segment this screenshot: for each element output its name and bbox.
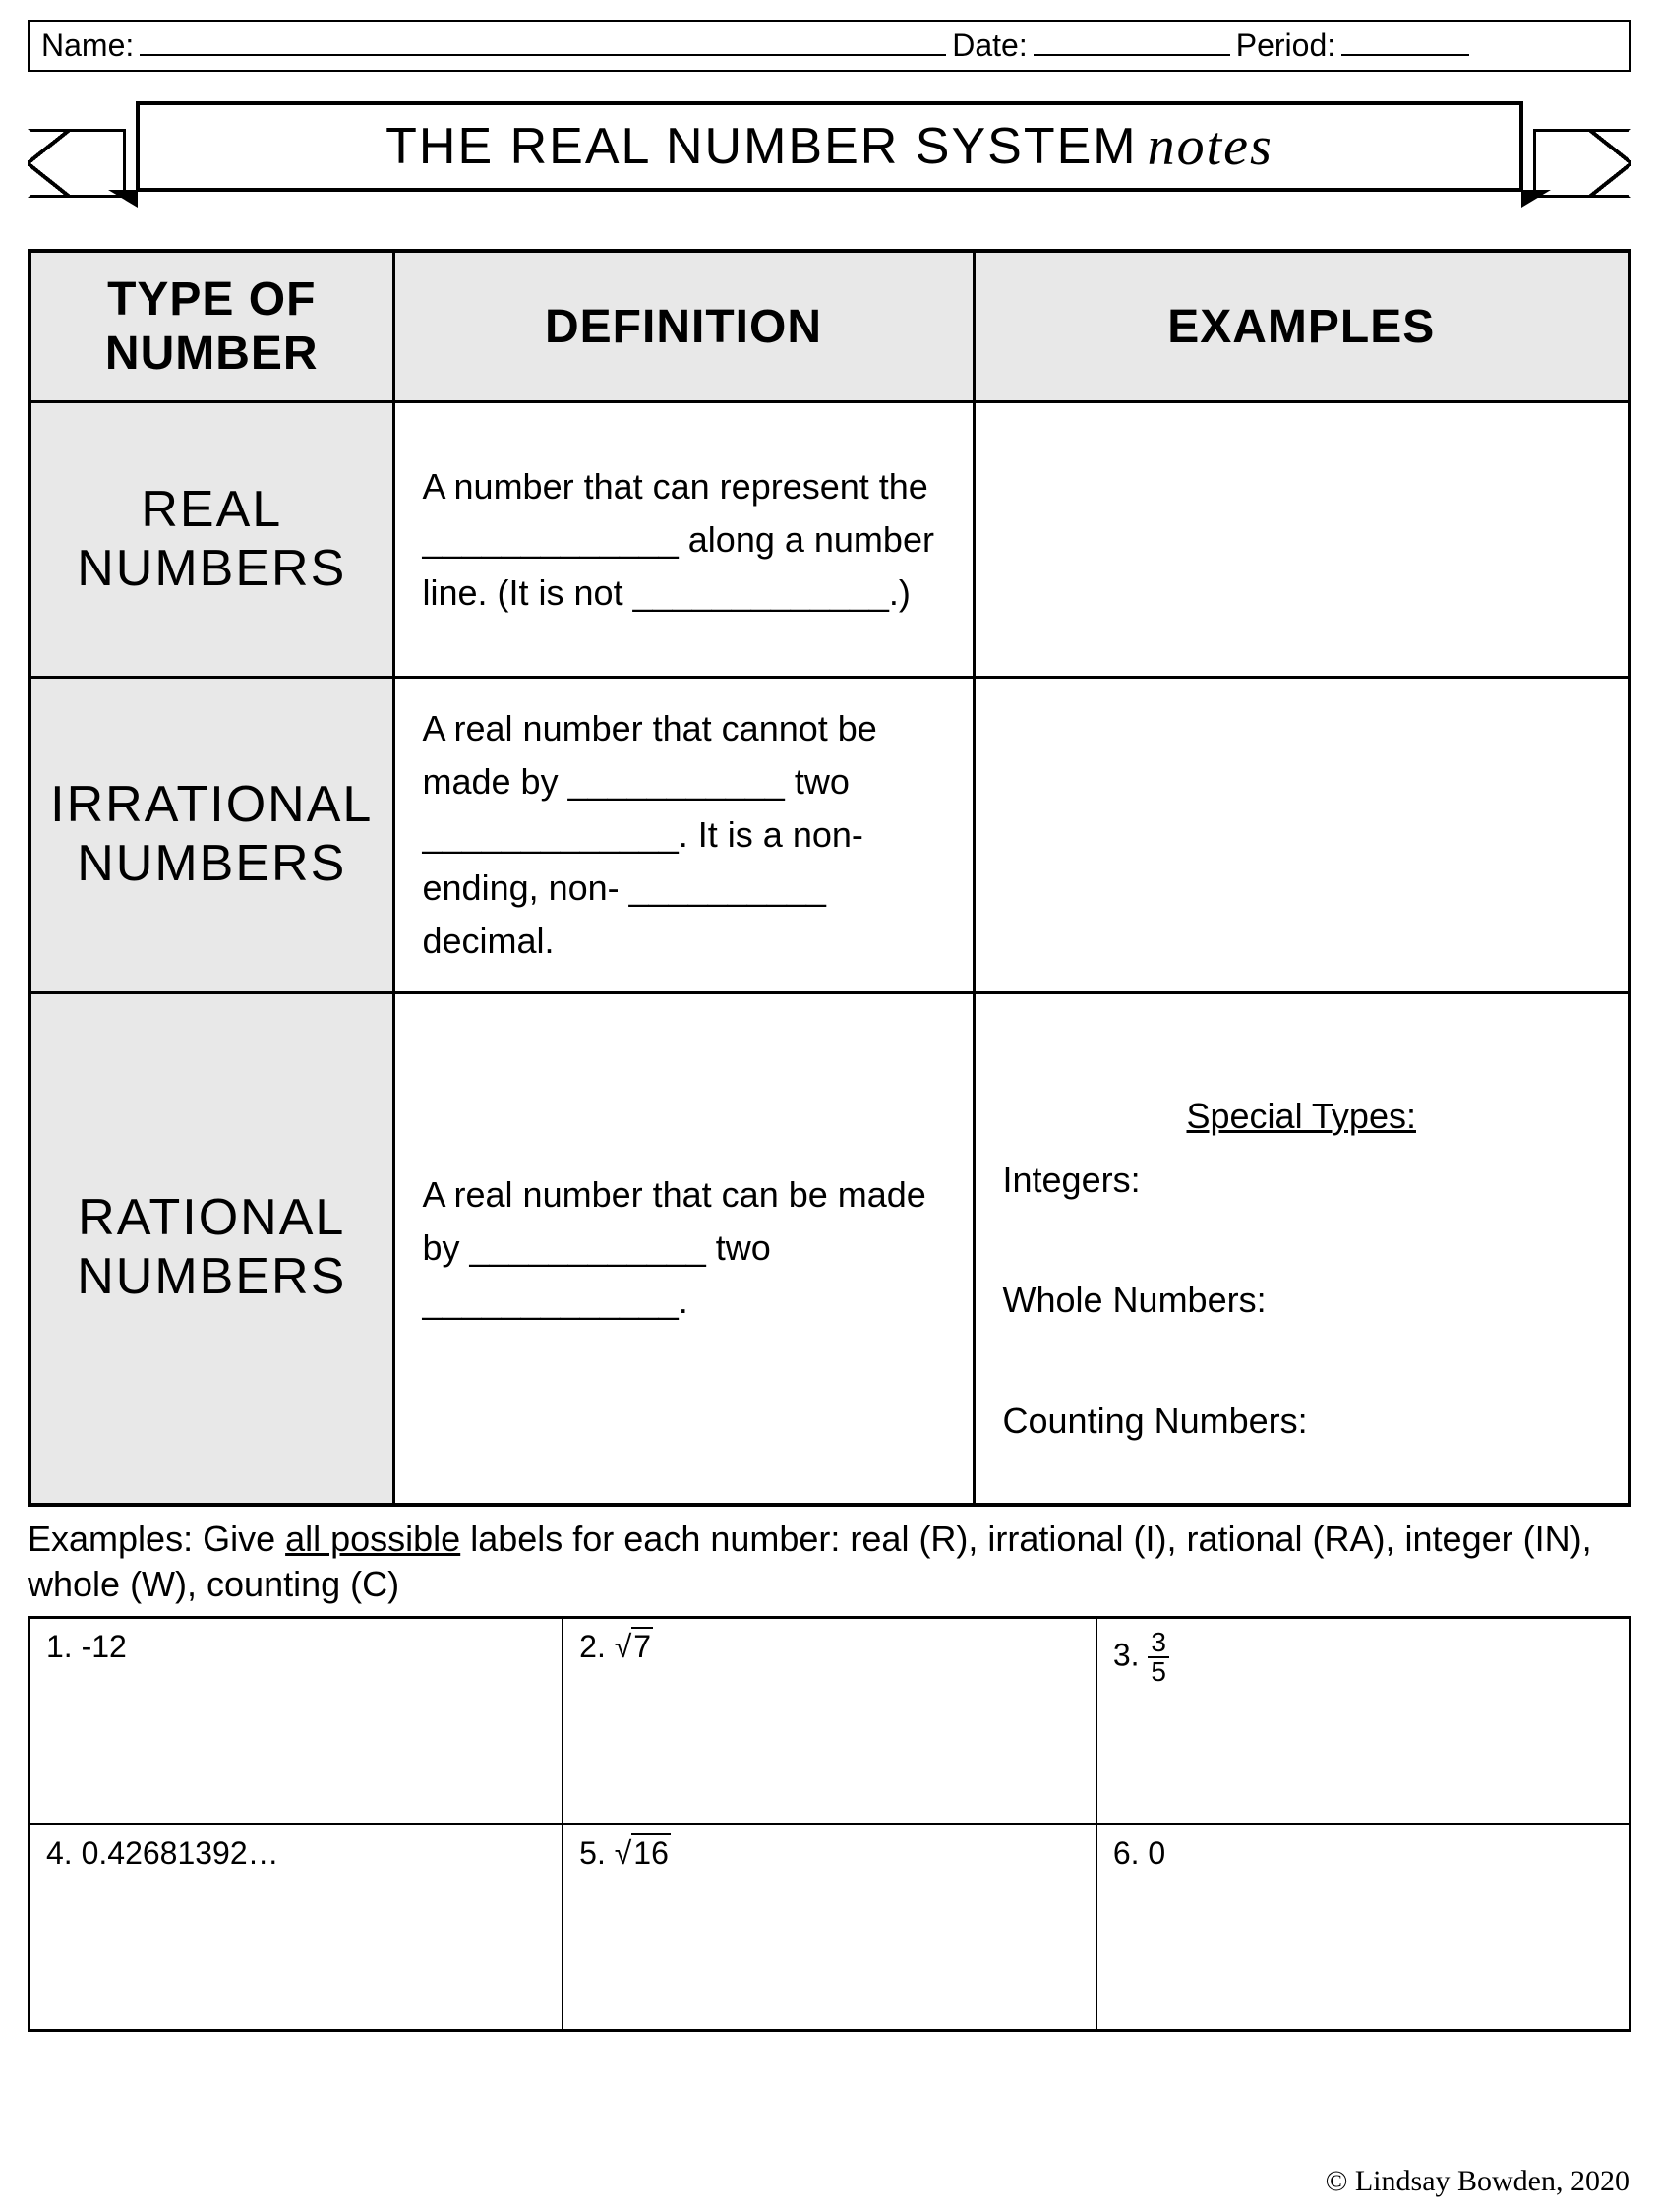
- type-irrational-label: IRRATIONAL NUMBERS: [31, 776, 392, 894]
- def-rational: A real number that can be made by ______…: [393, 993, 974, 1505]
- def-irrational: A real number that cannot be made by ___…: [393, 678, 974, 993]
- special-whole: Whole Numbers:: [1003, 1270, 1601, 1330]
- ex-real[interactable]: [974, 402, 1629, 678]
- ex1-num: 1.: [46, 1629, 73, 1664]
- name-field[interactable]: [140, 29, 946, 56]
- ex4-val: 0.42681392…: [82, 1835, 279, 1871]
- col-header-examples: EXAMPLES: [974, 251, 1629, 402]
- example-cell-4[interactable]: 4. 0.42681392…: [30, 1824, 563, 2031]
- examples-grid: 1. -12 2. 7 3. 3 5 4. 0.42681392… 5.: [28, 1616, 1631, 2032]
- instr-underlined: all possible: [285, 1519, 460, 1559]
- example-cell-6[interactable]: 6. 0: [1096, 1824, 1630, 2031]
- special-types-title: Special Types:: [1003, 1086, 1601, 1146]
- ribbon-left: [28, 129, 126, 198]
- name-label: Name:: [41, 28, 134, 64]
- examples-instruction: Examples: Give all possible labels for e…: [28, 1517, 1631, 1609]
- ex5-num: 5.: [579, 1835, 606, 1871]
- row-irrational-numbers: IRRATIONAL NUMBERS A real number that ca…: [30, 678, 1629, 993]
- title-main: THE REAL NUMBER SYSTEM: [385, 117, 1137, 176]
- special-counting: Counting Numbers:: [1003, 1391, 1601, 1451]
- ex2-num: 2.: [579, 1629, 606, 1664]
- ribbon-fold-right: [1521, 190, 1551, 208]
- copyright: © Lindsay Bowden, 2020: [1326, 2165, 1629, 2198]
- example-cell-3[interactable]: 3. 3 5: [1096, 1618, 1630, 1824]
- ex6-num: 6.: [1113, 1835, 1140, 1871]
- ex-rational[interactable]: Special Types: Integers: Whole Numbers: …: [974, 993, 1629, 1505]
- ex4-num: 4.: [46, 1835, 73, 1871]
- title-text: THE REAL NUMBER SYSTEM notes: [136, 101, 1523, 192]
- date-field[interactable]: [1034, 29, 1230, 56]
- title-suffix: notes: [1148, 115, 1274, 178]
- ex-irrational[interactable]: [974, 678, 1629, 993]
- example-cell-1[interactable]: 1. -12: [30, 1618, 563, 1824]
- ex2-val: 7: [631, 1627, 653, 1664]
- example-cell-2[interactable]: 2. 7: [563, 1618, 1096, 1824]
- type-real-label: REAL NUMBERS: [31, 481, 392, 599]
- instr-pre: Examples: Give: [28, 1519, 285, 1559]
- sqrt-icon: 16: [615, 1835, 671, 1871]
- type-rational-label: RATIONAL NUMBERS: [31, 1189, 392, 1307]
- sqrt-icon: 7: [615, 1629, 653, 1664]
- ex6-val: 0: [1148, 1835, 1165, 1871]
- row-rational-numbers: RATIONAL NUMBERS A real number that can …: [30, 993, 1629, 1505]
- type-irrational: IRRATIONAL NUMBERS: [30, 678, 393, 993]
- type-rational: RATIONAL NUMBERS: [30, 993, 393, 1505]
- title-banner: THE REAL NUMBER SYSTEM notes: [28, 101, 1631, 209]
- definitions-table: TYPE OF NUMBER DEFINITION EXAMPLES REAL …: [28, 249, 1631, 1507]
- fraction: 3 5: [1148, 1629, 1169, 1686]
- ex3-numerator: 3: [1148, 1629, 1169, 1658]
- col-header-type: TYPE OF NUMBER: [30, 251, 393, 402]
- period-label: Period:: [1236, 28, 1335, 64]
- ribbon-right: [1533, 129, 1631, 198]
- def-real: A number that can represent the ________…: [393, 402, 974, 678]
- period-field[interactable]: [1341, 29, 1469, 56]
- date-label: Date:: [952, 28, 1027, 64]
- col-header-definition: DEFINITION: [393, 251, 974, 402]
- ribbon-fold-left: [108, 190, 138, 208]
- ex5-val: 16: [631, 1833, 671, 1871]
- type-real: REAL NUMBERS: [30, 402, 393, 678]
- example-cell-5[interactable]: 5. 16: [563, 1824, 1096, 2031]
- worksheet-page: Name: Date: Period: THE REAL NUMBER SYST…: [0, 0, 1659, 2212]
- row-real-numbers: REAL NUMBERS A number that can represent…: [30, 402, 1629, 678]
- ex3-num: 3.: [1113, 1638, 1140, 1673]
- header-line: Name: Date: Period:: [28, 20, 1631, 72]
- ex3-denominator: 5: [1148, 1658, 1169, 1686]
- special-integers: Integers:: [1003, 1150, 1601, 1210]
- ex1-val: -12: [82, 1629, 127, 1664]
